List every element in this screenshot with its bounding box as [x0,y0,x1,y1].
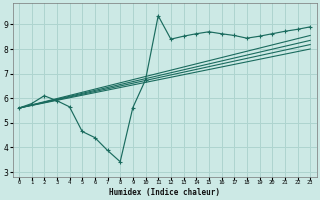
X-axis label: Humidex (Indice chaleur): Humidex (Indice chaleur) [109,188,220,197]
